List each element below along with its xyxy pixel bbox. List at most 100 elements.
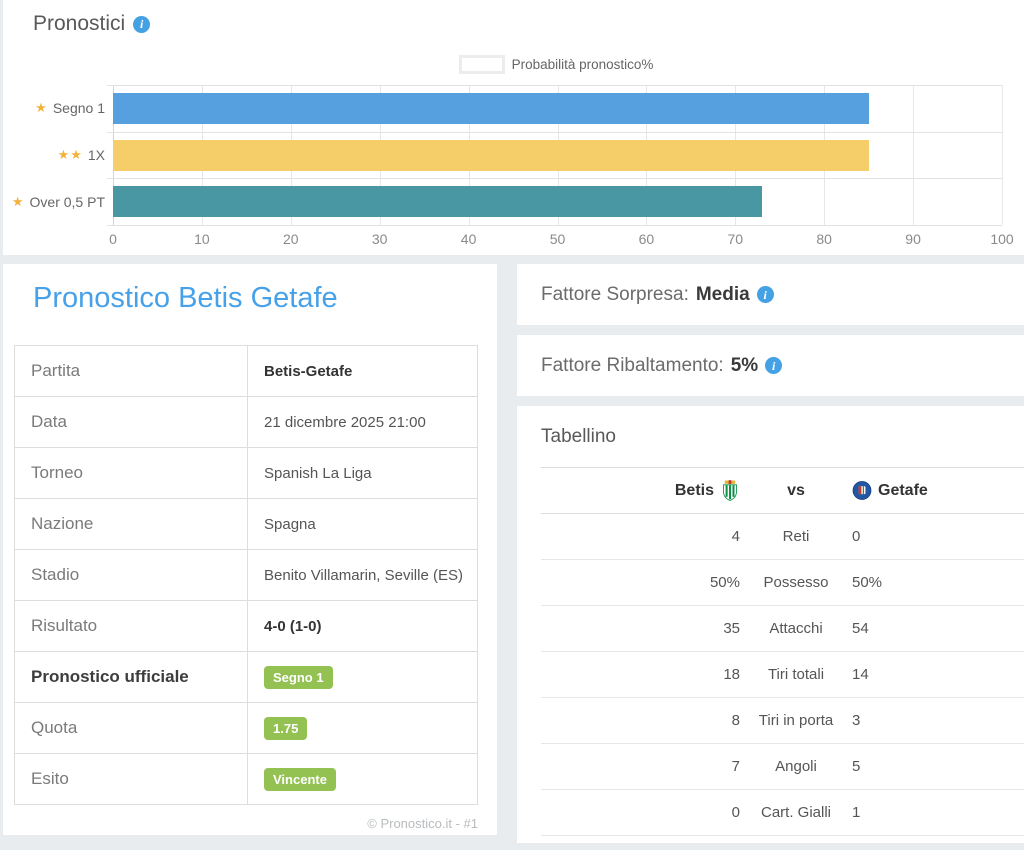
fattore-ribaltamento-value: 5%: [730, 354, 759, 376]
home-stat-value: 18: [723, 666, 740, 683]
home-stat-value: 8: [731, 712, 740, 729]
row-value: Betis-Getafe: [247, 345, 478, 397]
gridline: [913, 85, 915, 225]
fattore-ribaltamento-label: Fattore Ribaltamento:: [541, 354, 724, 376]
row-value: 4-0 (1-0): [247, 600, 478, 652]
betis-crest-icon: [723, 480, 737, 501]
fattore-sorpresa-card: Fattore Sorpresa: Media i: [517, 264, 1024, 325]
row-label: Pronostico ufficiale: [14, 651, 248, 703]
category-name: 1X: [87, 146, 105, 163]
star-icon: ★: [35, 100, 48, 116]
chart-x-axis: 0 10 20 30 40 50 60 70 80 90 100: [109, 231, 1014, 249]
tabellino-table: Betis vs Getafe: [541, 468, 1024, 836]
chart-category-labels: ★ Segno 1 ★★ 1X ★ Over 0,5 PT: [3, 85, 105, 225]
pronostici-header: Pronostici i: [33, 12, 151, 36]
away-stat-value: 50%: [852, 574, 883, 591]
stat-row: 0 Cart. Gialli 1: [541, 790, 1024, 836]
value-text: Betis-Getafe: [264, 362, 353, 380]
value-text: Benito Villamarin, Seville (ES): [264, 566, 463, 584]
away-team-header: Getafe: [852, 480, 1024, 501]
row-label: Quota: [14, 702, 248, 754]
home-team-name: Betis: [674, 481, 714, 499]
fattore-ribaltamento-info-icon[interactable]: i: [765, 357, 783, 374]
table-row: Torneo Spanish La Liga: [14, 447, 478, 499]
row-label: Stadio: [14, 549, 248, 601]
away-stat-value: 5: [852, 758, 861, 775]
fattore-sorpresa-info-icon[interactable]: i: [756, 286, 774, 303]
stat-label: Tiri totali: [767, 666, 825, 683]
chart-bar-over-0-5-pt: [113, 186, 762, 218]
pronostici-title: Pronostici: [33, 12, 126, 35]
tabellino-header-row: Betis vs Getafe: [541, 468, 1024, 514]
chart-bar-segno-1: [113, 92, 869, 124]
pronostici-info-icon[interactable]: i: [133, 15, 151, 33]
table-row: Esito Vincente: [14, 753, 478, 805]
chart-legend[interactable]: Probabilità pronostico%: [113, 55, 1002, 74]
row-value: 21 dicembre 2025 21:00: [247, 396, 478, 448]
status-badge: 1.75: [264, 716, 308, 740]
away-stat-value: 3: [852, 712, 861, 729]
row-label: Nazione: [14, 498, 248, 550]
match-title: Pronostico Betis Getafe: [33, 282, 338, 314]
away-stat-value: 0: [852, 528, 861, 545]
away-team-name: Getafe: [878, 481, 928, 499]
gridline: [107, 178, 1002, 180]
chart-category-label: ★★ 1X: [3, 132, 105, 179]
vs-label: vs: [787, 481, 805, 499]
stat-label: Possesso: [763, 574, 829, 591]
fattore-sorpresa-value: Media: [695, 283, 750, 305]
away-stat-value: 54: [852, 620, 869, 637]
stat-label: Cart. Gialli: [760, 804, 831, 821]
gridline: [107, 85, 1002, 86]
row-value: Segno 1: [247, 651, 478, 703]
tabellino-card: Tabellino Betis vs: [517, 406, 1024, 843]
stat-label: Reti: [782, 528, 810, 545]
table-row: Risultato 4-0 (1-0): [14, 600, 478, 652]
stat-row: 18 Tiri totali 14: [541, 652, 1024, 698]
tabellino-title: Tabellino: [541, 426, 616, 447]
chart-category-label: ★ Segno 1: [3, 85, 105, 132]
stat-row: 50% Possesso 50%: [541, 560, 1024, 606]
x-tick-label: 10: [194, 231, 210, 247]
x-tick-label: 0: [109, 231, 117, 247]
stat-row: 7 Angoli 5: [541, 744, 1024, 790]
legend-swatch-icon: [458, 55, 505, 74]
row-value: Spanish La Liga: [247, 447, 478, 499]
gridline: [1002, 85, 1003, 225]
home-stat-value: 0: [731, 804, 740, 821]
gridline: [107, 225, 1002, 226]
home-stat-value: 35: [723, 620, 740, 637]
fattore-sorpresa-label: Fattore Sorpresa:: [541, 283, 689, 305]
table-row: Quota 1.75: [14, 702, 478, 754]
row-value: Benito Villamarin, Seville (ES): [247, 549, 478, 601]
table-row: Data 21 dicembre 2025 21:00: [14, 396, 478, 448]
legend-label: Probabilità pronostico%: [511, 57, 654, 72]
star-icon: ★★: [57, 146, 83, 162]
home-stat-value: 7: [731, 758, 740, 775]
home-stat-value: 50%: [709, 574, 740, 591]
match-details-table: Partita Betis-Getafe Data 21 dicembre 2025 …: [14, 345, 478, 805]
row-value: 1.75: [247, 702, 478, 754]
row-label: Risultato: [14, 600, 248, 652]
gridline: [107, 131, 1002, 133]
x-tick-label: 90: [905, 231, 921, 247]
divider: [541, 467, 1024, 468]
chart-bar-1x: [113, 139, 869, 171]
table-row: Nazione Spagna: [14, 498, 478, 550]
value-text: Spagna: [264, 515, 316, 533]
x-tick-label: 80: [816, 231, 832, 247]
row-label: Data: [14, 396, 248, 448]
star-icon: ★: [11, 193, 25, 209]
x-tick-label: 70: [727, 231, 744, 247]
away-stat-value: 14: [852, 666, 869, 683]
stat-row: 8 Tiri in porta 3: [541, 698, 1024, 744]
table-row: Pronostico ufficiale Segno 1: [14, 651, 478, 703]
fattore-ribaltamento-card: Fattore Ribaltamento: 5% i: [517, 335, 1024, 396]
value-text: 21 dicembre 2025 21:00: [264, 413, 426, 431]
row-value: Vincente: [247, 753, 478, 805]
row-label: Torneo: [14, 447, 248, 499]
stat-label: Angoli: [775, 758, 817, 775]
stat-row: 35 Attacchi 54: [541, 606, 1024, 652]
away-stat-value: 1: [852, 804, 861, 821]
status-badge: Vincente: [264, 767, 336, 791]
